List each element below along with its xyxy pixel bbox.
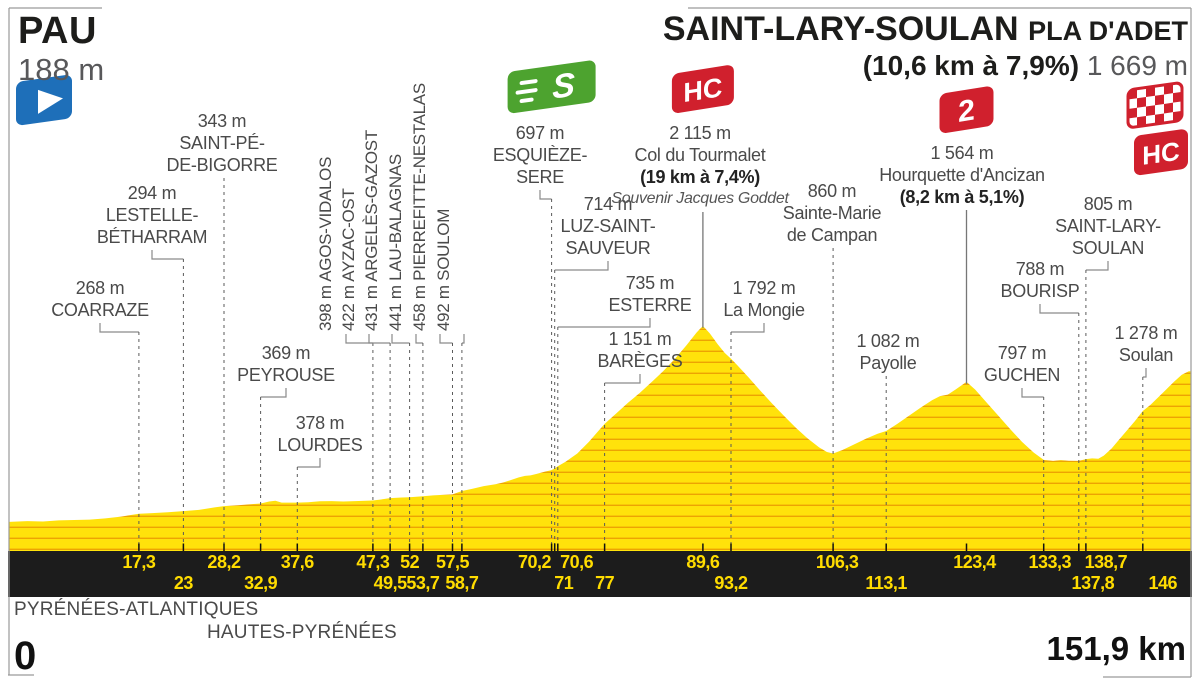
waypoint-label-saint-p-de-bigorre: 343 m SAINT-PÉ- DE-BIGORRE — [166, 111, 278, 175]
connector-luz-saint-sauveur — [554, 261, 609, 271]
waypoint-label-soulan: 1 278 m Soulan — [1114, 323, 1178, 365]
km-marker-hourquette-d-ancizan: 123,4 — [953, 552, 996, 572]
finish-elevation: 1 669 m — [1086, 49, 1188, 81]
km-marker-luz-saint-sauveur: 70,6 — [560, 552, 594, 572]
svg-text:HC: HC — [1142, 136, 1180, 171]
km-marker-col-du-tourmalet: 89,6 — [686, 552, 720, 572]
km-marker-pierrefitte-nestalas: 57,5 — [435, 552, 470, 572]
connector-lourdes — [297, 458, 321, 468]
waypoint-label-esterre: 735 m ESTERRE — [608, 273, 692, 315]
km-marker-payolle: 113,1 — [865, 573, 907, 593]
department-label-pyrenees-atlantiques: PYRÉNÉES-ATLANTIQUES — [14, 599, 259, 620]
waypoint-label-coarraze: 268 m COARRAZE — [51, 278, 149, 320]
waypoint-label-bourisp: 788 m BOURISP — [1000, 259, 1080, 301]
connector-argel-s-gazost — [391, 334, 410, 344]
km-marker-lourdes: 37,6 — [280, 552, 315, 572]
waypoint-label-argel-s-gazost: 431 m ARGELÈS-GAZOST — [362, 130, 381, 331]
connector-coarraze — [99, 323, 139, 333]
waypoint-label-esqui-ze-sere: 697 m ESQUIÈZE- SERE — [492, 123, 588, 187]
connector-saint-lary-soulan — [1085, 261, 1109, 271]
connector-lau-balagnas — [415, 334, 423, 344]
start-city-elevation: 188 m — [18, 52, 105, 87]
waypoint-label-pierrefitte-nestalas: 458 m PIERREFITTE-NESTALAS — [410, 83, 429, 331]
svg-text:S: S — [552, 66, 575, 107]
finish-checkered-flag-icon — [1126, 81, 1184, 129]
connector-agos-vidalos — [345, 334, 373, 344]
waypoint-label-peyrouse: 369 m PEYROUSE — [237, 343, 335, 385]
waypoint-label-lau-balagnas: 441 m LAU-BALAGNAS — [386, 154, 405, 331]
waypoint-label-la-mongie: 1 792 m La Mongie — [723, 278, 805, 320]
connector-lestelle-b-tharram — [151, 250, 184, 260]
km-marker-soulom: 58,7 — [445, 573, 479, 593]
waypoint-label-col-du-tourmalet: 2 115 m Col du Tourmalet (19 km à 7,4%) Sou… — [611, 123, 789, 207]
connector-bar-ges — [604, 374, 641, 384]
km-marker-guchen: 133,3 — [1028, 552, 1072, 572]
connector-esqui-ze-sere — [539, 190, 552, 200]
km-marker-agos-vidalos: 47,3 — [356, 552, 390, 572]
connector-la-mongie — [731, 323, 765, 333]
km-marker-lestelle-b-tharram: 23 — [173, 573, 194, 593]
category-2-badge-icon: 2 — [939, 86, 994, 133]
km-marker-lau-balagnas: 53,7 — [406, 573, 440, 593]
waypoint-label-agos-vidalos: 398 m AGOS-VIDALOS — [316, 156, 335, 331]
km-marker-bar-ges: 77 — [595, 573, 615, 593]
svg-text:HC: HC — [683, 71, 722, 108]
finish-hc-badge-icon: HC — [1134, 129, 1188, 176]
km-marker-coarraze: 17,3 — [122, 552, 156, 572]
elevation-profile-area — [9, 325, 1191, 551]
km-marker-la-mongie: 93,2 — [714, 573, 748, 593]
department-label-hautes-pyrenees: HAUTES-PYRÉNÉES — [207, 622, 397, 643]
finish-city-title: SAINT-LARY-SOULAN — [662, 10, 1019, 48]
connector-soulom — [461, 334, 465, 344]
connector-bourisp — [1039, 304, 1079, 314]
km-zero-label: 0 — [14, 634, 37, 678]
km-marker-saint-p-de-bigorre: 28,2 — [207, 552, 241, 572]
km-marker-esqui-ze-sere: 70,2 — [518, 552, 552, 572]
waypoint-label-luz-saint-sauveur: 714 m LUZ-SAINT- SAUVEUR — [560, 194, 656, 258]
km-marker-argel-s-gazost: 52 — [400, 552, 420, 572]
waypoint-label-ayzac-ost: 422 m AYZAC-OST — [339, 188, 358, 331]
km-marker-bourisp: 137,8 — [1071, 573, 1115, 593]
waypoint-label-bar-ges: 1 151 m BARÈGES — [597, 329, 683, 371]
svg-text:2: 2 — [958, 94, 975, 129]
km-marker-peyrouse: 32,9 — [244, 573, 278, 593]
waypoint-label-guchen: 797 m GUCHEN — [983, 343, 1061, 385]
km-marker-sainte-marie-de-campan: 106,3 — [815, 552, 859, 572]
connector-esterre — [557, 318, 651, 328]
km-marker-ayzac-ost: 49,5 — [373, 573, 408, 593]
km-marker-saint-lary-soulan: 138,7 — [1084, 552, 1128, 572]
finish-climb-detail: (10,6 km à 7,9%) — [862, 49, 1080, 81]
connector-soulan — [1142, 368, 1147, 378]
waypoint-label-hourquette-d-ancizan: 1 564 m Hourquette d'Ancizan (8,2 km à 5,1… — [879, 143, 1045, 207]
waypoint-label-sainte-marie-de-campan: 860 m Sainte-Marie de Campan — [782, 181, 882, 245]
total-distance-label: 151,9 km — [1046, 630, 1186, 667]
waypoint-label-lourdes: 378 m LOURDES — [277, 413, 363, 455]
connector-peyrouse — [260, 388, 287, 398]
waypoint-label-soulom: 492 m SOULOM — [434, 208, 453, 331]
km-marker-esterre: 71 — [554, 573, 574, 593]
connector-pierrefitte-nestalas — [439, 334, 453, 344]
km-axis-bar — [8, 551, 1192, 597]
km-marker-soulan: 146 — [1148, 573, 1178, 593]
waypoint-label-saint-lary-soulan: 805 m SAINT-LARY- SOULAN — [1055, 194, 1161, 258]
hc-badge-icon: HC — [671, 65, 734, 113]
waypoint-label-payolle: 1 082 m Payolle — [856, 331, 920, 373]
sprint-badge-icon: S — [507, 60, 596, 114]
waypoint-label-lestelle-b-tharram: 294 m LESTELLE- BÉTHARRAM — [96, 183, 208, 247]
finish-title-block: SAINT-LARY-SOULAN PLA D'ADET (10,6 km à … — [662, 10, 1188, 81]
depart-flag-icon — [16, 75, 72, 126]
start-city-title: PAU — [18, 10, 97, 52]
connector-ayzac-ost — [368, 334, 391, 344]
finish-place-suffix: PLA D'ADET — [1028, 16, 1188, 46]
connector-guchen — [1021, 388, 1044, 398]
